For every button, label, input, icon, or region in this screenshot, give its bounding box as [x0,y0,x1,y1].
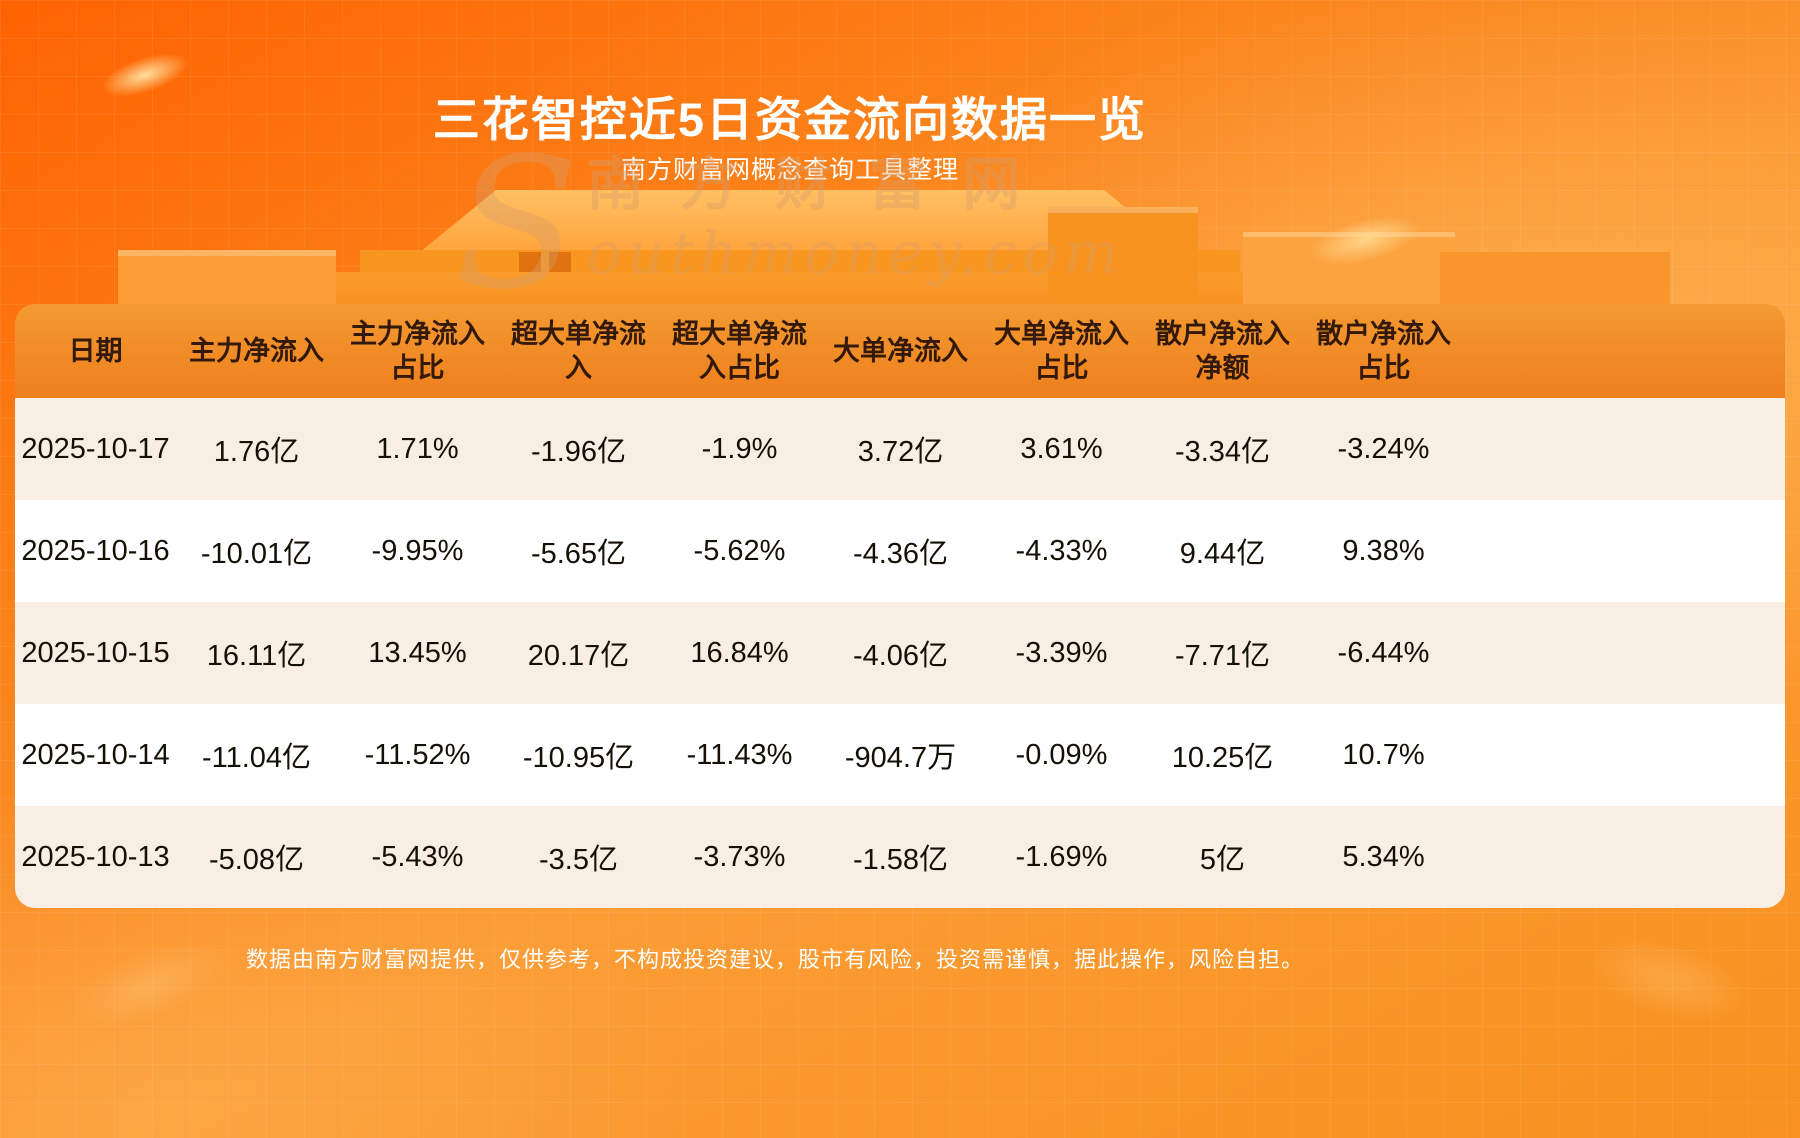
column-header: 大单净流入 [820,304,981,398]
table-row: 2025-10-15 16.11亿 13.45% 20.17亿 16.84% -4.06亿… [15,602,1785,704]
fund-flow-table-container: 日期 主力净流入 主力净流入占比 超大单净流入 超大单净流入占比 大单净流入 大单净流入占比… [15,304,1785,908]
table-row: 2025-10-16 -10.01亿 -9.95% -5.65亿 -5.62% -4.36… [15,500,1785,602]
value-cell: -4.06亿 [820,602,981,704]
fund-flow-table: 日期 主力净流入 主力净流入占比 超大单净流入 超大单净流入占比 大单净流入 大单净流入占比… [15,304,1785,908]
disclaimer-text: 数据由南方财富网提供，仅供参考，不构成投资建议，股市有风险，投资需谨慎，据此操作… [245,947,1304,972]
podium-right-block-2-graphic [1243,232,1455,314]
value-cell: 16.84% [659,602,820,704]
value-cell: -3.39% [981,602,1142,704]
value-cell: 16.11亿 [176,602,337,704]
value-cell: -3.5亿 [498,806,659,908]
value-cell: -9.95% [337,500,498,602]
value-cell: -4.33% [981,500,1142,602]
value-cell: -3.24% [1303,398,1464,500]
value-cell: -0.09% [981,704,1142,806]
date-cell: 2025-10-14 [15,704,176,806]
column-header: 主力净流入占比 [337,304,498,398]
table-body: 2025-10-17 1.76亿 1.71% -1.96亿 -1.9% 3.72亿 3.61… [15,398,1785,908]
value-cell: 3.61% [981,398,1142,500]
value-cell: -11.52% [337,704,498,806]
value-cell: -5.08亿 [176,806,337,908]
value-cell: 1.71% [337,398,498,500]
value-cell: -1.9% [659,398,820,500]
value-cell: 1.76亿 [176,398,337,500]
value-cell: 13.45% [337,602,498,704]
value-cell: -904.7万 [820,704,981,806]
date-cell: 2025-10-17 [15,398,176,500]
value-cell: -4.36亿 [820,500,981,602]
column-header: 散户净流入净额 [1142,304,1303,398]
column-header: 日期 [15,304,176,398]
podium-right-block-1-graphic [1048,207,1198,314]
value-cell: -10.95亿 [498,704,659,806]
value-cell: -7.71亿 [1142,602,1303,704]
value-cell: -1.96亿 [498,398,659,500]
value-cell: -11.43% [659,704,820,806]
value-cell: 9.38% [1303,500,1464,602]
value-cell: -3.73% [659,806,820,908]
watermark-en-text: outhmoney.com [586,219,1125,287]
column-header: 大单净流入占比 [981,304,1142,398]
light-streak-graphic [1550,903,1790,1057]
value-cell: 5.34% [1303,806,1464,908]
filler-cell [1464,500,1785,602]
value-cell: -1.69% [981,806,1142,908]
table-head-row: 日期 主力净流入 主力净流入占比 超大单净流入 超大单净流入占比 大单净流入 大单净流入占比… [15,304,1785,398]
value-cell: -1.58亿 [820,806,981,908]
value-cell: -3.34亿 [1142,398,1303,500]
date-cell: 2025-10-16 [15,500,176,602]
value-cell: 5亿 [1142,806,1303,908]
page-title: 三花智控近5日资金流向数据一览 [432,93,1148,147]
column-header: 超大单净流入 [498,304,659,398]
column-header: 主力净流入 [176,304,337,398]
column-header: 超大单净流入占比 [659,304,820,398]
value-cell: 10.7% [1303,704,1464,806]
table-row: 2025-10-17 1.76亿 1.71% -1.96亿 -1.9% 3.72亿 3.61… [15,398,1785,500]
value-cell: 20.17亿 [498,602,659,704]
value-cell: -11.04亿 [176,704,337,806]
light-streak-graphic [1285,194,1445,286]
value-cell: -5.62% [659,500,820,602]
filler-cell [1464,806,1785,908]
filler-cell [1464,602,1785,704]
light-streak-graphic [31,905,269,1065]
date-cell: 2025-10-15 [15,602,176,704]
podium-window-graphic [519,252,541,272]
value-cell: 3.72亿 [820,398,981,500]
value-cell: -5.65亿 [498,500,659,602]
filler-cell [1464,704,1785,806]
column-header: 散户净流入占比 [1303,304,1464,398]
table-row: 2025-10-14 -11.04亿 -11.52% -10.95亿 -11.43% -9… [15,704,1785,806]
filler-cell [1464,398,1785,500]
column-header-filler [1464,304,1785,398]
podium-top-face-graphic [420,190,1180,252]
value-cell: 10.25亿 [1142,704,1303,806]
value-cell: 9.44亿 [1142,500,1303,602]
table-row: 2025-10-13 -5.08亿 -5.43% -3.5亿 -3.73% -1.58亿 -… [15,806,1785,908]
value-cell: -6.44% [1303,602,1464,704]
value-cell: -5.43% [337,806,498,908]
podium-window-graphic [549,252,571,272]
page-subtitle: 南方财富网概念查询工具整理 [620,156,959,184]
date-cell: 2025-10-13 [15,806,176,908]
value-cell: -10.01亿 [176,500,337,602]
